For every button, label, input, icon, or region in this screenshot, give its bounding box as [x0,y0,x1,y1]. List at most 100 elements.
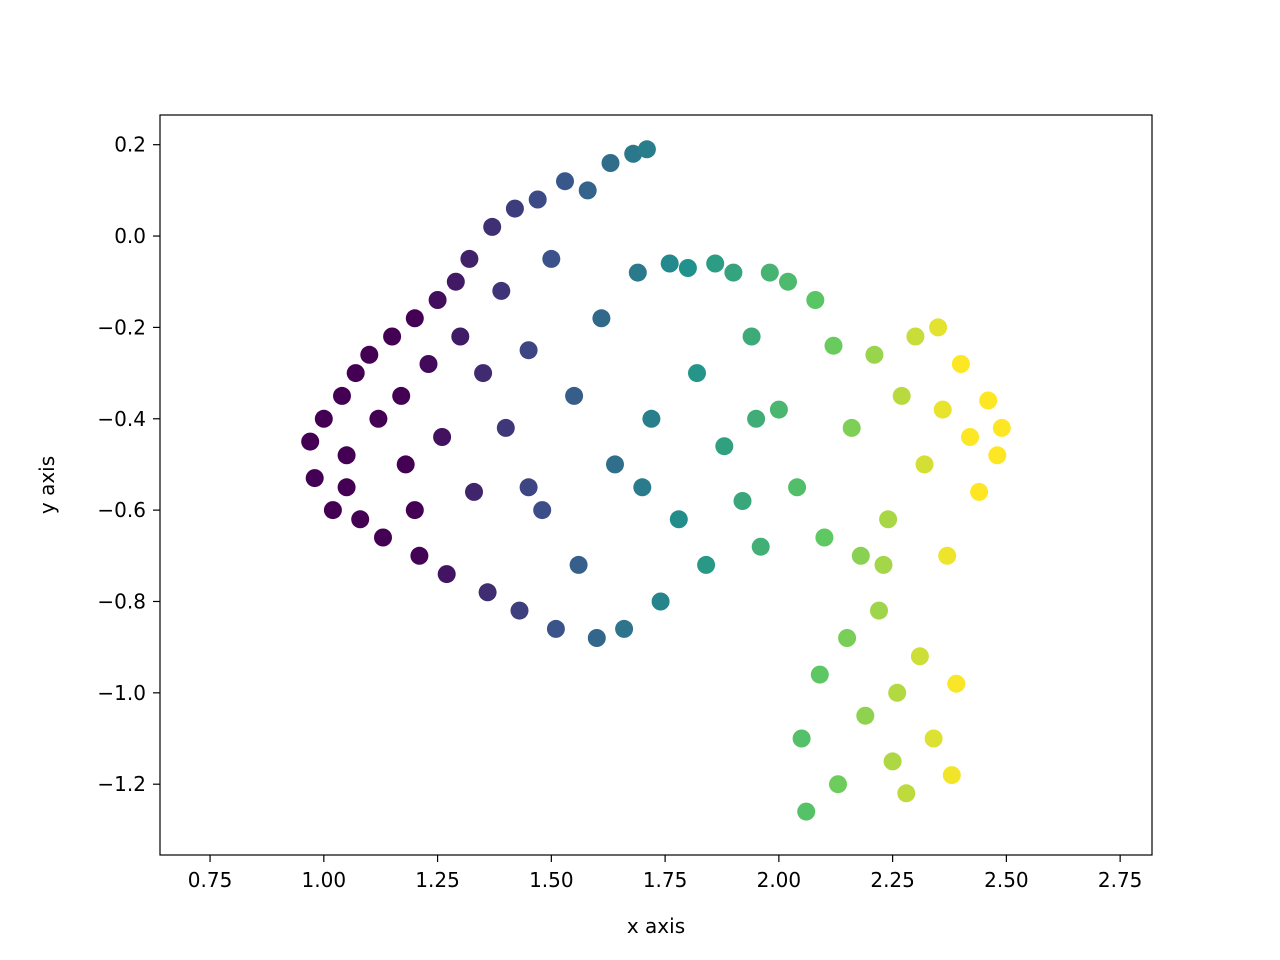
y-tick-label: −0.4 [97,407,146,431]
scatter-point [519,478,538,497]
scatter-point [888,683,907,702]
x-axis-ticks: 0.75 1.00 1.25 1.50 1.75 2.00 2.25 2.50 2.75 [188,855,1143,892]
scatter-point [505,199,524,218]
scatter-point [929,318,948,337]
scatter-point [942,766,961,785]
y-tick-label: −1.0 [97,681,146,705]
x-tick-label: 1.25 [415,868,460,892]
scatter-points [301,140,1011,821]
scatter-point [405,309,424,328]
x-tick-label: 1.75 [643,868,688,892]
scatter-point [642,409,661,428]
scatter-point [951,355,970,373]
scatter-point [533,501,552,520]
scatter-point [528,190,547,209]
x-tick-label: 2.75 [1098,868,1143,892]
scatter-point [742,327,761,346]
scatter-point [519,341,538,360]
scatter-point [865,345,884,364]
scatter-point [979,391,998,410]
scatter-point [933,400,952,419]
y-tick-label: 0.0 [114,224,146,248]
scatter-point [769,400,788,419]
scatter-point [724,263,743,282]
scatter-point [433,428,452,446]
scatter-point [924,729,943,748]
scatter-point [314,409,333,428]
scatter-point [824,336,843,355]
scatter-point [405,501,424,520]
scatter-point [628,263,647,282]
scatter-point [410,546,429,565]
scatter-point [751,537,770,556]
x-tick-label: 1.50 [529,868,574,892]
scatter-point [578,181,597,200]
scatter-point [829,775,847,794]
scatter-point [870,601,888,620]
scatter-point [615,619,634,638]
x-tick-label: 2.00 [757,868,802,892]
scatter-point [546,619,565,638]
scatter-point [733,492,752,510]
scatter-point [651,592,670,611]
scatter-point [606,455,624,474]
scatter-point [465,482,483,501]
scatter-point [392,386,411,405]
scatter-point [947,674,966,693]
y-axis-label: y axis [35,456,59,514]
scatter-point [346,364,365,383]
scatter-point [451,327,470,346]
scatter-point [337,446,356,465]
scatter-point [879,510,898,529]
scatter-point [988,446,1007,465]
scatter-point [565,386,584,405]
scatter-point [747,409,766,428]
scatter-point [760,263,779,282]
y-tick-label: −0.8 [97,589,146,613]
scatter-point [706,254,725,273]
scatter-point [351,510,370,529]
scatter-point [915,455,934,474]
scatter-point [592,309,611,328]
scatter-point [569,555,588,574]
scatter-point [542,249,561,268]
scatter-point [624,144,643,163]
scatter-point [496,418,515,437]
scatter-point [815,528,834,547]
y-tick-label: 0.2 [114,133,146,157]
scatter-point [970,482,989,501]
scatter-point [637,140,656,159]
scatter-point [910,647,929,666]
scatter-point [510,601,529,620]
scatter-point [437,565,456,584]
scatter-point [938,546,957,565]
scatter-point [360,345,379,364]
scatter-point [478,583,497,602]
scatter-point [483,217,502,236]
scatter-point [587,629,606,647]
scatter-point [874,555,893,574]
x-tick-label: 2.50 [984,868,1029,892]
scatter-point [323,501,342,520]
scatter-point [633,478,652,497]
x-tick-label: 0.75 [188,868,233,892]
scatter-point [474,364,493,383]
scatter-point [337,478,356,497]
scatter-point [678,259,697,277]
scatter-point [419,355,438,373]
scatter-point [788,478,807,497]
scatter-point [906,327,925,346]
scatter-point [715,437,734,456]
y-axis-ticks: 0.2 0.0 −0.2 −0.4 −0.6 −0.8 −1.0 −1.2 [97,133,160,796]
scatter-point [688,364,706,383]
scatter-point [601,154,620,172]
scatter-point [838,629,857,647]
scatter-point [806,291,825,309]
scatter-point [556,172,574,191]
scatter-point [856,706,875,725]
scatter-point [305,469,324,488]
scatter-point [897,784,916,803]
x-tick-label: 2.25 [870,868,915,892]
scatter-point [961,428,979,446]
